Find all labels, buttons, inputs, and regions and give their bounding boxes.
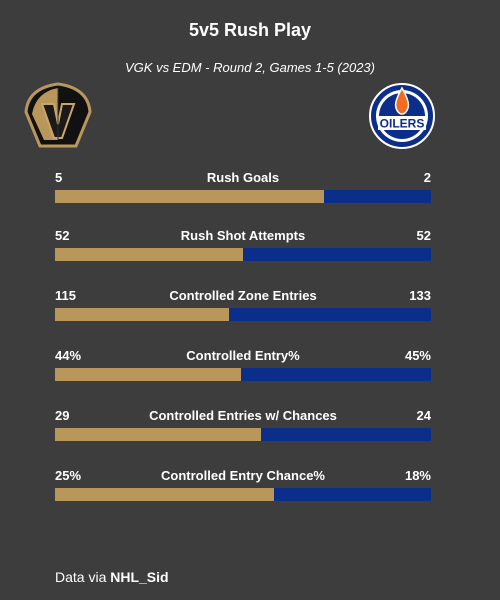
bar-segment-vgk — [55, 488, 274, 501]
bar-segment-edm — [243, 248, 431, 261]
footer-prefix: Data via — [55, 569, 107, 585]
stat-row: 5 Rush Goals 2 — [55, 170, 431, 210]
bar-segment-vgk — [55, 368, 241, 381]
bar-segment-edm — [324, 190, 431, 203]
share-bar — [55, 308, 431, 321]
left-value: 115 — [55, 288, 76, 303]
bar-segment-edm — [274, 488, 431, 501]
bar-segment-edm — [261, 428, 431, 441]
right-value: 24 — [416, 408, 431, 423]
stat-row: 25% Controlled Entry Chance% 18% — [55, 468, 431, 508]
stat-label: Controlled Entries w/ Chances — [149, 408, 337, 423]
stat-label: Rush Shot Attempts — [180, 228, 306, 243]
share-bar — [55, 428, 431, 441]
right-value: 52 — [416, 228, 431, 243]
share-bar — [55, 190, 431, 203]
stat-label: Controlled Entry Chance% — [161, 468, 325, 483]
bar-segment-edm — [229, 308, 431, 321]
bar-segment-vgk — [55, 428, 261, 441]
stat-row: 44% Controlled Entry% 45% — [55, 348, 431, 388]
chart-subtitle: VGK vs EDM - Round 2, Games 1-5 (2023) — [125, 60, 375, 75]
stat-label: Controlled Zone Entries — [169, 288, 317, 303]
data-source-credit: Data via NHL_Sid — [55, 569, 169, 585]
chart-title: 5v5 Rush Play — [188, 20, 312, 40]
left-value: 44% — [55, 348, 82, 363]
share-bar — [55, 248, 431, 261]
stat-row: 52 Rush Shot Attempts 52 — [55, 228, 431, 268]
left-value: 29 — [55, 408, 70, 423]
stat-label: Controlled Entry% — [186, 348, 300, 363]
bar-segment-vgk — [55, 248, 243, 261]
share-bar — [55, 488, 431, 501]
right-value: 45% — [404, 348, 431, 363]
oilers-logo-text: OILERS — [380, 117, 425, 131]
right-value: 2 — [423, 170, 431, 185]
footer-source: NHL_Sid — [110, 569, 169, 585]
bar-segment-vgk — [55, 308, 229, 321]
bar-segment-vgk — [55, 190, 324, 203]
stat-row: 115 Controlled Zone Entries 133 — [55, 288, 431, 328]
vegas-golden-knights-logo-icon — [24, 82, 92, 148]
left-value: 25% — [55, 468, 82, 483]
stat-row: 29 Controlled Entries w/ Chances 24 — [55, 408, 431, 448]
share-bar — [55, 368, 431, 381]
left-value: 52 — [55, 228, 70, 243]
bar-segment-edm — [241, 368, 431, 381]
right-value: 18% — [404, 468, 431, 483]
right-value: 133 — [409, 288, 431, 303]
edmonton-oilers-logo-icon: OILERS — [369, 83, 435, 149]
stat-label: Rush Goals — [206, 170, 280, 185]
left-value: 5 — [55, 170, 63, 185]
